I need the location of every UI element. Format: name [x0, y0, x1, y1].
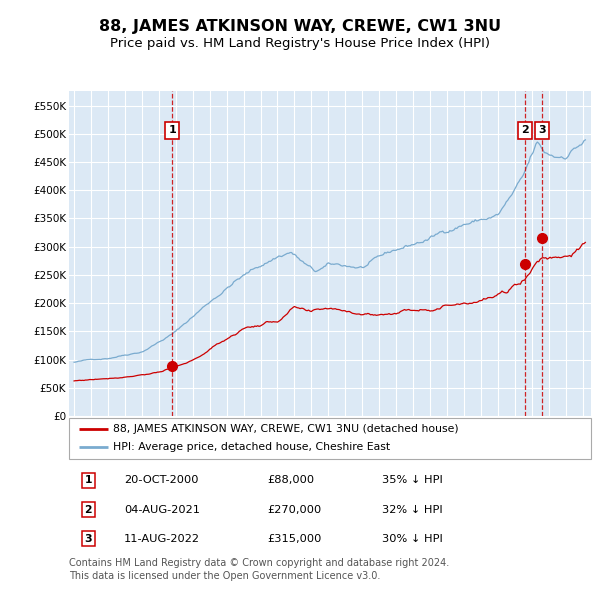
Text: 30% ↓ HPI: 30% ↓ HPI: [382, 534, 443, 544]
Text: 11-AUG-2022: 11-AUG-2022: [124, 534, 200, 544]
Text: £315,000: £315,000: [268, 534, 322, 544]
Text: 32% ↓ HPI: 32% ↓ HPI: [382, 504, 443, 514]
Text: Contains HM Land Registry data © Crown copyright and database right 2024.
This d: Contains HM Land Registry data © Crown c…: [69, 558, 449, 581]
Text: 20-OCT-2000: 20-OCT-2000: [124, 476, 199, 485]
Text: £270,000: £270,000: [268, 504, 322, 514]
Text: 04-AUG-2021: 04-AUG-2021: [124, 504, 200, 514]
Text: 35% ↓ HPI: 35% ↓ HPI: [382, 476, 443, 485]
Text: 1: 1: [85, 476, 92, 485]
Text: 3: 3: [85, 534, 92, 544]
Text: 1: 1: [169, 126, 176, 135]
Text: £88,000: £88,000: [268, 476, 314, 485]
Text: 2: 2: [85, 504, 92, 514]
Text: HPI: Average price, detached house, Cheshire East: HPI: Average price, detached house, Ches…: [113, 442, 391, 453]
Text: 3: 3: [538, 126, 545, 135]
Text: Price paid vs. HM Land Registry's House Price Index (HPI): Price paid vs. HM Land Registry's House …: [110, 37, 490, 50]
Text: 88, JAMES ATKINSON WAY, CREWE, CW1 3NU (detached house): 88, JAMES ATKINSON WAY, CREWE, CW1 3NU (…: [113, 424, 459, 434]
Text: 88, JAMES ATKINSON WAY, CREWE, CW1 3NU: 88, JAMES ATKINSON WAY, CREWE, CW1 3NU: [99, 19, 501, 34]
Text: 2: 2: [521, 126, 529, 135]
FancyBboxPatch shape: [69, 418, 591, 459]
